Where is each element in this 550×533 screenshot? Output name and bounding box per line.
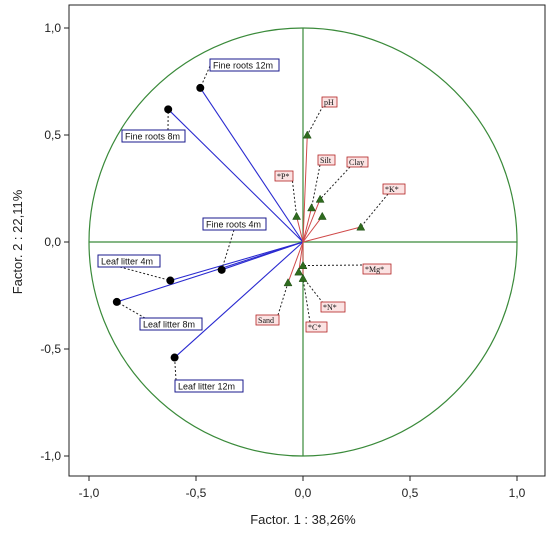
label-c: *C* [305,321,328,333]
label-silt: Silt [317,154,336,166]
svg-text:pH: pH [324,98,334,107]
y-tick-label: -1,0 [40,449,61,463]
observation-labels: Fine roots 12m Fine roots 8m Fine roots … [97,58,280,393]
leader-ph [306,105,324,136]
vector-ph [302,134,308,243]
data-markers [112,83,366,362]
x-tick-label: 1,0 [509,486,526,500]
label-leaf-litter-8m: Leaf litter 8m [139,317,203,331]
marker-p [292,211,302,220]
label-fine-roots-12m: Fine roots 12m [209,58,280,72]
vector-fine-roots-8m [167,108,304,243]
x-axis-title: Factor. 1 : 38,26% [250,512,356,527]
marker-mg [298,261,308,269]
leader-silt [311,164,321,208]
point-fine-roots-8m [164,105,173,114]
x-tick-label: 0,0 [295,486,312,500]
label-n: *N* [320,301,346,313]
label-sand: Sand [255,314,280,326]
label-leaf-litter-12m: Leaf litter 12m [174,379,244,393]
svg-text:Silt: Silt [320,156,332,165]
svg-text:Fine roots 8m: Fine roots 8m [125,132,180,142]
leader-c [302,278,311,323]
label-clay: Clay [346,156,369,168]
leader-leaf-litter-8m [116,301,146,319]
svg-text:Leaf litter 8m: Leaf litter 8m [143,320,195,330]
label-fine-roots-8m: Fine roots 8m [121,129,186,143]
svg-text:Leaf litter 4m: Leaf litter 4m [101,257,153,267]
label-mg: *Mg* [362,263,392,275]
y-tick-label: 0,0 [44,235,61,249]
y-axis-title: Factor. 2 : 22,11% [10,189,25,294]
marker-ca [317,211,327,220]
point-leaf-litter-12m [170,353,179,362]
point-fine-roots-12m [196,83,205,92]
svg-text:*N*: *N* [323,303,337,312]
vector-silt [302,207,313,243]
svg-text:*K*: *K* [385,185,399,194]
point-leaf-litter-4m [166,276,175,285]
svg-text:Fine roots 4m: Fine roots 4m [206,220,261,230]
svg-text:Sand: Sand [258,316,274,325]
leader-clay [319,166,351,200]
svg-text:Leaf litter 12m: Leaf litter 12m [178,382,235,392]
svg-text:*Mg*: *Mg* [365,265,384,274]
vector-leaf-litter-4m [170,241,304,282]
variable-labels: pH Silt Clay *P* *K* *Mg* *N* Sand [255,96,406,333]
vector-p [296,216,304,243]
x-tick-label: -0,5 [186,486,207,500]
leader-k [360,193,389,228]
label-p: *P* [274,170,294,182]
vector-lines [116,87,361,358]
leader-mg [302,264,367,267]
y-tick-label: 0,5 [44,128,61,142]
label-fine-roots-4m: Fine roots 4m [202,217,267,231]
x-axis-ticks: -1,0 -0,5 0,0 0,5 1,0 [79,476,526,500]
marker-clay [315,194,325,203]
vector-leaf-litter-12m [174,241,304,358]
vector-fine-roots-12m [199,87,304,243]
marker-sand [283,278,293,287]
marker-k [356,222,366,231]
vector-k [302,226,361,243]
x-tick-label: -1,0 [79,486,100,500]
y-axis-ticks: 1,0 0,5 0,0 -0,5 -1,0 [40,21,69,463]
vector-sand [287,241,304,283]
point-fine-roots-4m [217,265,226,274]
label-leaf-litter-4m: Leaf litter 4m [97,254,161,268]
vector-n [298,241,304,273]
leader-fine-roots-4m [221,229,235,270]
marker-c [298,273,308,282]
leader-p [291,176,298,217]
vector-leaf-litter-8m [116,241,304,303]
vector-ca [302,216,323,243]
svg-text:*C*: *C* [308,323,321,332]
point-leaf-litter-8m [112,297,121,306]
leader-leaf-litter-4m [119,266,171,282]
vector-clay [302,199,321,243]
x-tick-label: 0,5 [402,486,419,500]
label-k: *K* [382,183,406,195]
svg-text:*P*: *P* [277,172,289,181]
plot-frame [68,4,546,477]
leader-sand [277,282,289,316]
marker-silt [307,203,316,212]
y-tick-label: 1,0 [44,21,61,35]
label-ph: pH [321,96,338,108]
marker-ph [302,130,312,139]
y-tick-label: -0,5 [40,342,61,356]
svg-text:Fine roots 12m: Fine roots 12m [213,61,273,71]
svg-text:Clay: Clay [349,158,364,167]
marker-n [294,267,304,276]
